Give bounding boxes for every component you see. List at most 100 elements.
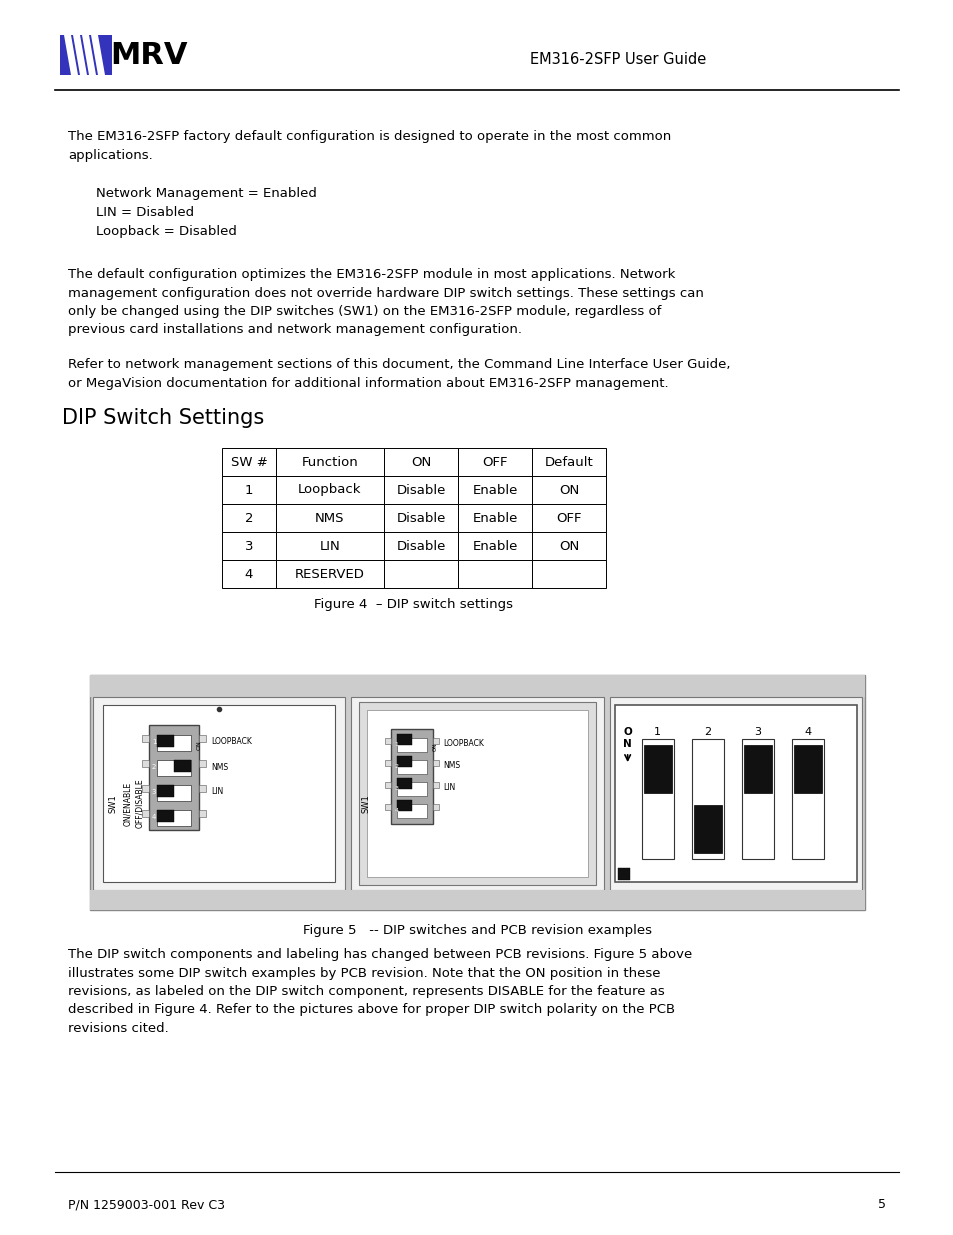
Bar (532, 532, 605, 559)
Text: Disable: Disable (395, 540, 445, 552)
Text: Disable: Disable (395, 511, 445, 525)
Bar (693, 805, 720, 853)
Text: SW #: SW # (231, 456, 267, 468)
Bar (90, 676, 864, 697)
Bar (384, 504, 457, 532)
Text: Enable: Enable (472, 540, 517, 552)
Text: DIP Switch Settings: DIP Switch Settings (62, 408, 264, 429)
Text: 4: 4 (245, 568, 253, 580)
Text: 4: 4 (803, 727, 810, 737)
Bar (92, 697, 345, 890)
Text: 1: 1 (245, 483, 253, 496)
Text: Default: Default (544, 456, 593, 468)
Text: Enable: Enable (472, 483, 517, 496)
Text: The default configuration optimizes the EM316-2SFP module in most applications. : The default configuration optimizes the … (68, 268, 703, 336)
Text: The EM316-2SFP factory default configuration is designed to operate in the most : The EM316-2SFP factory default configura… (68, 130, 671, 162)
Bar (222, 475, 275, 504)
Text: 3: 3 (394, 785, 398, 790)
Bar (199, 785, 206, 792)
Bar (275, 448, 384, 475)
Bar (157, 785, 173, 797)
Text: Disable: Disable (395, 483, 445, 496)
Bar (433, 760, 439, 766)
Text: SW1: SW1 (361, 794, 371, 813)
Bar (532, 559, 605, 588)
Text: ON: ON (196, 740, 202, 750)
Text: LOOPBACK: LOOPBACK (211, 737, 252, 746)
Bar (275, 504, 384, 532)
Text: NMS: NMS (211, 762, 228, 772)
Bar (157, 785, 191, 802)
Polygon shape (64, 35, 78, 75)
Bar (396, 778, 412, 789)
Text: NMS: NMS (314, 511, 344, 525)
Bar (173, 760, 191, 772)
Bar (614, 705, 856, 882)
Polygon shape (73, 35, 87, 75)
Bar (457, 532, 532, 559)
Bar (433, 804, 439, 810)
Bar (743, 745, 771, 793)
Bar (791, 739, 822, 860)
Bar (384, 559, 457, 588)
Bar (199, 735, 206, 742)
Text: OFF: OFF (482, 456, 507, 468)
Bar (222, 559, 275, 588)
Text: RESERVED: RESERVED (294, 568, 365, 580)
Bar (90, 676, 864, 910)
Bar (643, 745, 671, 793)
Text: SW1: SW1 (109, 794, 117, 813)
Bar (641, 739, 673, 860)
Bar (275, 532, 384, 559)
Bar (90, 890, 864, 910)
Bar (384, 532, 457, 559)
Text: 2: 2 (245, 511, 253, 525)
Bar (532, 475, 605, 504)
Text: MRV: MRV (110, 42, 188, 70)
Text: LIN: LIN (443, 783, 456, 793)
Bar (385, 760, 391, 766)
Bar (142, 735, 149, 742)
Text: Figure 4  – DIP switch settings: Figure 4 – DIP switch settings (314, 598, 513, 611)
Bar (103, 705, 335, 882)
Bar (396, 800, 412, 811)
Bar (384, 448, 457, 475)
Text: 1: 1 (152, 739, 156, 745)
Bar (142, 810, 149, 818)
Text: ON: ON (411, 456, 431, 468)
Text: Loopback: Loopback (298, 483, 361, 496)
Bar (609, 697, 862, 890)
Text: 3: 3 (245, 540, 253, 552)
Text: 3: 3 (152, 789, 156, 795)
Bar (793, 745, 821, 793)
Bar (142, 785, 149, 792)
Bar (396, 734, 412, 745)
Polygon shape (91, 35, 105, 75)
Bar (157, 810, 173, 823)
Text: LOOPBACK: LOOPBACK (443, 740, 484, 748)
Bar (157, 735, 191, 751)
Bar (367, 710, 587, 877)
Bar (157, 810, 191, 826)
Text: EM316-2SFP User Guide: EM316-2SFP User Guide (530, 53, 705, 68)
Bar (396, 760, 427, 774)
Text: Network Management = Enabled
LIN = Disabled
Loopback = Disabled: Network Management = Enabled LIN = Disab… (96, 186, 316, 238)
Bar (275, 559, 384, 588)
Polygon shape (82, 35, 96, 75)
Text: Enable: Enable (472, 511, 517, 525)
Bar (457, 559, 532, 588)
Bar (275, 475, 384, 504)
Bar (351, 697, 603, 890)
Bar (385, 739, 391, 743)
Text: ON: ON (558, 483, 578, 496)
Bar (457, 448, 532, 475)
Text: 1: 1 (394, 741, 397, 746)
Text: OFF/DISABLE: OFF/DISABLE (135, 779, 144, 829)
Bar (433, 739, 439, 743)
Text: 4: 4 (152, 814, 156, 820)
Text: The DIP switch components and labeling has changed between PCB revisions. Figure: The DIP switch components and labeling h… (68, 948, 692, 1035)
Bar (457, 475, 532, 504)
Text: 2: 2 (152, 764, 156, 769)
Bar (385, 804, 391, 810)
Bar (396, 804, 427, 818)
